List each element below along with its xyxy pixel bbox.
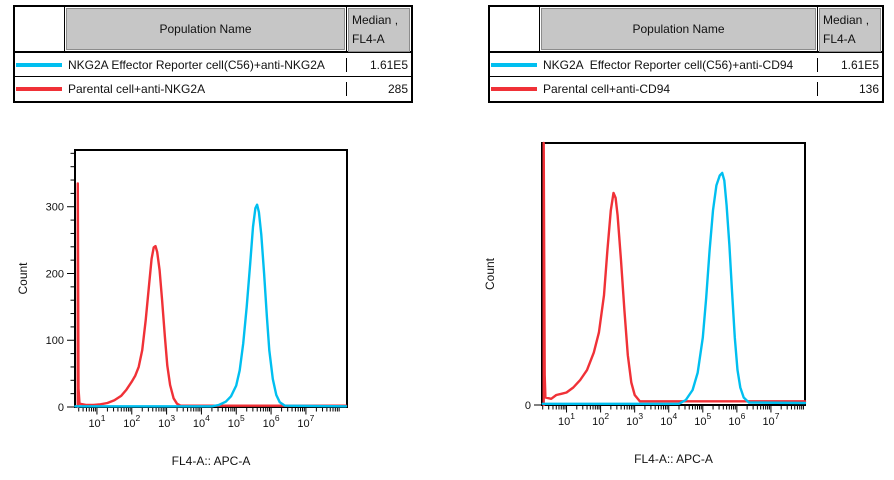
- table-row-effector: NKG2A Effector Reporter cell(C56)+anti-N…: [15, 53, 411, 77]
- x-axis-ticks: [78, 408, 340, 415]
- swatch-column-header: [490, 7, 540, 51]
- y-tick-label: 300: [46, 202, 64, 214]
- x-axis-ticks: [542, 406, 804, 413]
- population-table-left: Population Name Median , FL4-A NKG2A Eff…: [13, 5, 413, 103]
- x-axis-title: FL4-A:: APC-A: [634, 452, 713, 466]
- y-tick-label: 100: [46, 335, 64, 347]
- x-axis-title: FL4-A:: APC-A: [172, 454, 251, 468]
- population-name: NKG2A Effector Reporter cell(C56)+anti-N…: [65, 57, 347, 72]
- plot-border: [74, 149, 348, 408]
- y-axis-title: Count: [483, 257, 497, 290]
- x-tick-label: 106: [728, 411, 745, 428]
- x-tick-label: 104: [660, 411, 677, 428]
- series-swatch-cyan: [16, 62, 62, 67]
- table-header-row: Population Name Median , FL4-A: [15, 7, 411, 53]
- y-axis-ticks: [67, 152, 74, 408]
- x-tick-label: 103: [626, 411, 643, 428]
- x-tick-label: 107: [297, 413, 314, 430]
- population-table-right: Population Name Median , FL4-A NKG2A Eff…: [488, 5, 884, 103]
- series-swatch-red: [16, 87, 62, 91]
- table-header-row: Population Name Median , FL4-A: [490, 7, 882, 53]
- histogram-curve: [541, 171, 807, 405]
- table-row-effector: NKG2A Effector Reporter cell(C56)+anti-C…: [490, 53, 882, 77]
- x-tick-label: 101: [88, 413, 105, 430]
- x-tick-label: 104: [193, 413, 210, 430]
- x-tick-label: 102: [592, 411, 609, 428]
- y-tick-label: 0: [58, 402, 64, 414]
- x-tick-label: 102: [123, 413, 140, 430]
- histogram-curve: [76, 182, 348, 409]
- population-name: NKG2A Effector Reporter cell(C56)+anti-C…: [540, 57, 818, 72]
- population-name-header: Population Name: [66, 8, 345, 50]
- series-swatch-cyan: [491, 62, 537, 67]
- plot-border: [541, 142, 806, 406]
- population-name: Parental cell+anti-NKG2A: [65, 82, 347, 96]
- median-header: Median , FL4-A: [348, 8, 410, 52]
- y-axis-title: Count: [16, 262, 30, 295]
- y-tick-label: 200: [46, 268, 64, 280]
- median-value: 285: [387, 82, 408, 96]
- histogram-curve: [542, 141, 807, 407]
- series-swatch-red: [491, 87, 537, 91]
- x-tick-label: 107: [762, 411, 779, 428]
- histogram-curve: [74, 203, 348, 408]
- table-row-parental: Parental cell+anti-CD94 136: [490, 77, 882, 101]
- x-tick-label: 103: [158, 413, 175, 430]
- y-tick-label: 0: [525, 400, 531, 412]
- swatch-column-header: [15, 7, 65, 51]
- x-tick-label: 105: [694, 411, 711, 428]
- population-name: Parental cell+anti-CD94: [540, 82, 818, 96]
- x-tick-label: 101: [558, 411, 575, 428]
- x-tick-label: 105: [228, 413, 245, 430]
- x-tick-label: 106: [263, 413, 280, 430]
- population-name-header: Population Name: [541, 8, 816, 50]
- table-row-parental: Parental cell+anti-NKG2A 285: [15, 77, 411, 101]
- median-value: 1.61E5: [840, 57, 879, 72]
- median-value: 136: [858, 82, 879, 96]
- median-value: 1.61E5: [369, 57, 408, 72]
- median-header: Median , FL4-A: [819, 8, 881, 52]
